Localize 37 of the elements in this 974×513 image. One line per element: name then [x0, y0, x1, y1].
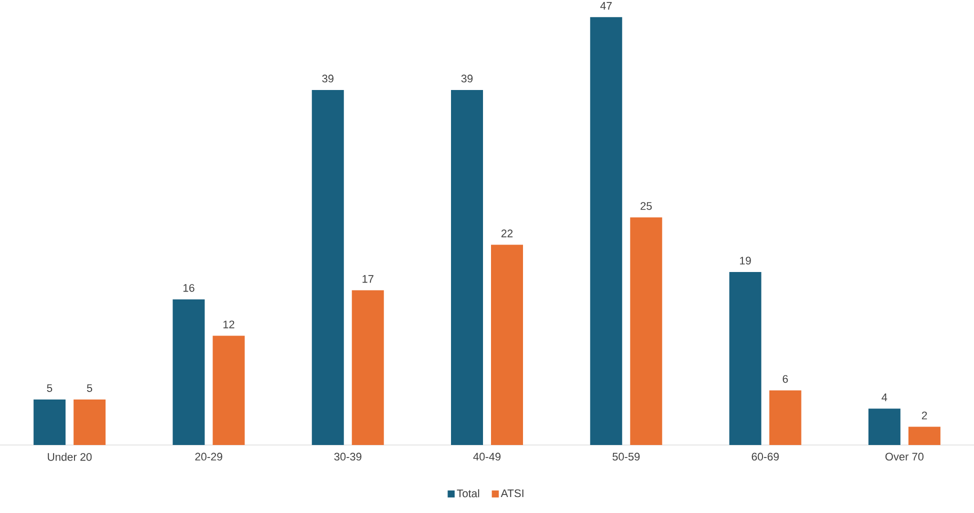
bar	[352, 290, 384, 445]
bar	[769, 390, 802, 445]
data-label: 19	[740, 256, 751, 265]
bar	[590, 17, 622, 445]
data-label: 2	[922, 412, 927, 420]
x-tick-label: 50-59	[612, 452, 640, 461]
x-tick-label: 20-29	[195, 452, 222, 461]
data-label: 5	[86, 384, 92, 392]
legend-label: ATSI	[500, 489, 524, 498]
bar	[630, 217, 662, 445]
bar	[172, 299, 205, 445]
bar	[729, 272, 762, 445]
x-tick-label: 40-49	[473, 452, 500, 461]
bar	[74, 399, 106, 445]
data-label: 17	[362, 275, 374, 283]
bar	[908, 426, 940, 445]
x-tick-label: 30-39	[334, 452, 362, 461]
data-label: 47	[600, 2, 612, 10]
data-label: 22	[501, 230, 513, 238]
bar	[868, 408, 900, 445]
legend-label: Total	[456, 489, 480, 498]
data-label: 25	[640, 202, 652, 210]
bar	[491, 244, 524, 445]
x-tick-label: Over 70	[885, 452, 924, 461]
x-tick-label: Under 20	[48, 452, 92, 461]
bar	[34, 399, 66, 445]
bar	[451, 90, 484, 445]
data-label: 4	[882, 394, 888, 402]
data-label: 5	[46, 384, 52, 392]
bar	[212, 336, 245, 445]
data-label: 39	[461, 74, 473, 82]
data-label: 16	[183, 284, 194, 292]
bar	[312, 90, 344, 445]
data-label: 6	[782, 375, 788, 383]
data-label: 12	[223, 320, 234, 328]
data-label: 39	[322, 74, 334, 82]
x-tick-label: 60-69	[752, 452, 779, 461]
